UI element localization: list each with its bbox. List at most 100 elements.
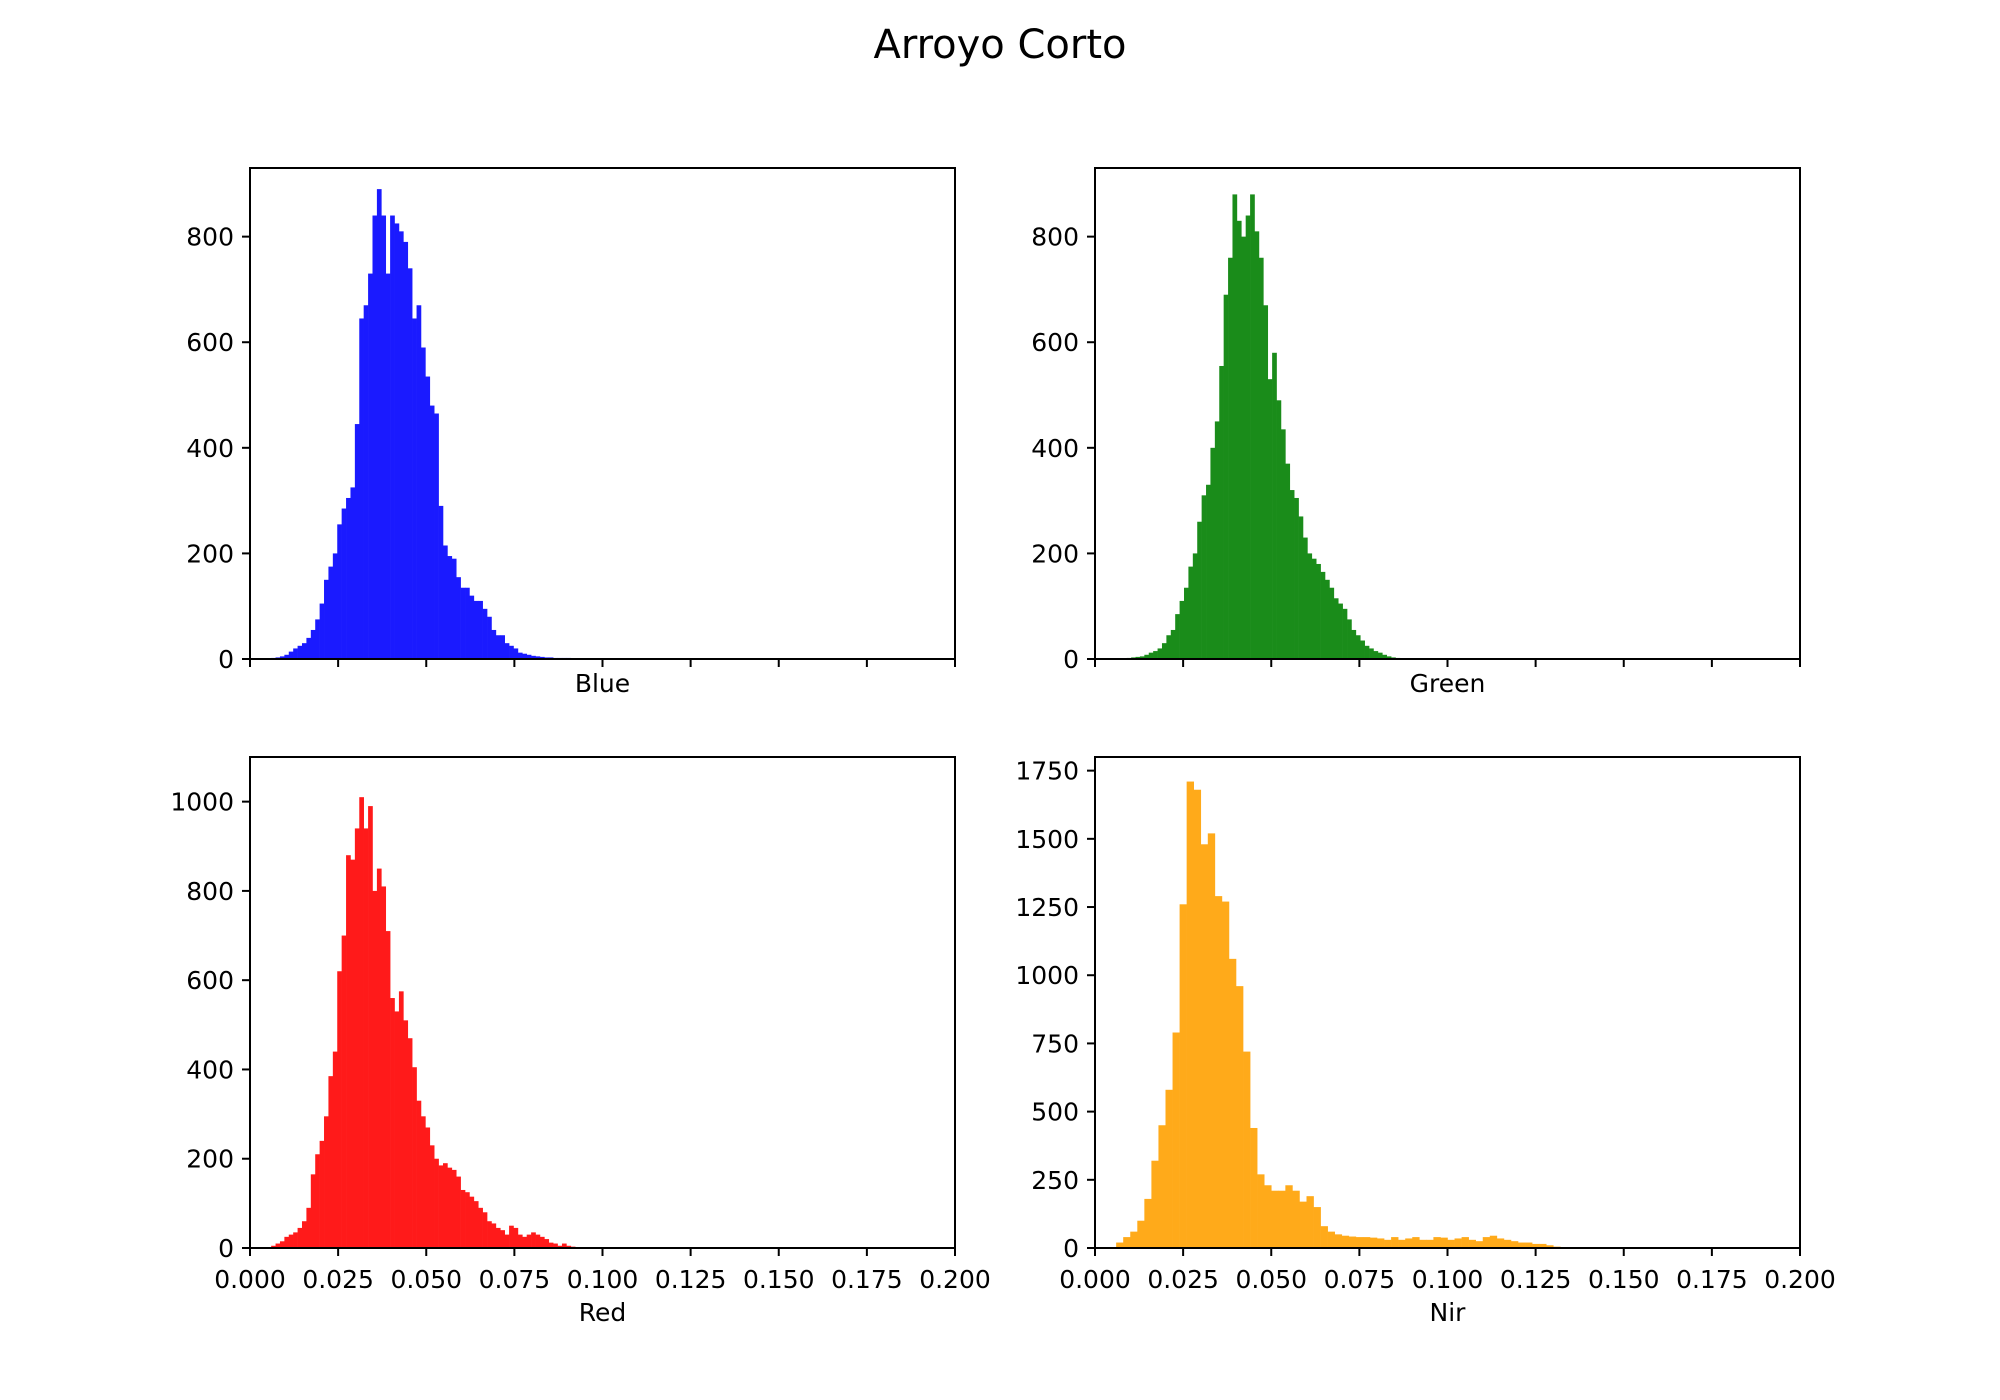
x-tick-label: 0.175 (831, 1265, 903, 1294)
bar (1276, 400, 1282, 659)
bar (1206, 484, 1211, 659)
bar (1207, 833, 1216, 1248)
bar (442, 545, 448, 659)
bar (482, 608, 488, 659)
bar (553, 1243, 558, 1248)
bar (456, 1176, 461, 1248)
bar (1166, 635, 1172, 659)
bar (372, 215, 378, 659)
bar (451, 1169, 457, 1248)
bar (368, 806, 373, 1248)
bar (354, 424, 360, 659)
bar (1179, 600, 1185, 659)
bar (385, 931, 391, 1248)
bar (310, 1174, 316, 1248)
x-tick-label: 0.150 (1588, 1265, 1660, 1294)
bar (279, 656, 285, 659)
bar (500, 1230, 505, 1248)
bar (416, 1100, 422, 1248)
bar (1419, 1239, 1427, 1248)
x-tick-label: 0.125 (1500, 1265, 1572, 1294)
bar (350, 487, 356, 659)
y-tick-label: 400 (1031, 434, 1079, 463)
bars-nir (1116, 781, 1582, 1248)
bar (1123, 1237, 1131, 1248)
bar (438, 505, 444, 659)
y-tick-label: 400 (186, 434, 234, 463)
bar (403, 1020, 409, 1248)
bar (390, 215, 395, 659)
bar (297, 645, 303, 659)
bar (359, 318, 364, 659)
bar (306, 637, 312, 659)
bar (398, 991, 404, 1248)
bar (517, 652, 523, 659)
bar (482, 1212, 488, 1248)
bar (561, 1243, 567, 1248)
y-tick-label: 1000 (170, 788, 234, 817)
bar (1313, 1207, 1321, 1248)
bar (434, 413, 439, 659)
bar (403, 241, 409, 659)
bar (1325, 579, 1330, 659)
bar (1214, 896, 1223, 1248)
bar (1214, 421, 1220, 659)
bar (460, 1189, 466, 1248)
bar (1278, 1190, 1286, 1248)
bar (376, 189, 382, 659)
x-tick-label: 0.025 (302, 1265, 374, 1294)
bar (539, 1236, 545, 1248)
bar (1398, 1239, 1406, 1248)
bar (447, 556, 453, 659)
bar (1362, 1237, 1371, 1248)
bar (284, 654, 290, 659)
bar (1489, 1235, 1498, 1248)
bar (1179, 904, 1187, 1248)
bar (548, 1242, 554, 1248)
bar (1135, 656, 1141, 659)
bar (1153, 651, 1158, 659)
y-tick-label: 200 (186, 1145, 234, 1174)
bar (1245, 215, 1251, 659)
bar (1347, 619, 1352, 659)
bar (407, 268, 413, 659)
bar (539, 656, 545, 659)
bar (1447, 1239, 1455, 1248)
x-tick-label: 0.200 (1764, 1265, 1836, 1294)
bar (1482, 1237, 1491, 1248)
bar (447, 1167, 453, 1248)
bar (324, 1116, 329, 1248)
bar (420, 347, 426, 659)
x-axis-label: Nir (1430, 1298, 1467, 1327)
bar (407, 1038, 413, 1248)
y-tick-label: 500 (1031, 1098, 1079, 1127)
y-tick-label: 200 (1031, 539, 1079, 568)
bar (1236, 986, 1244, 1248)
bar (315, 619, 320, 659)
bar (332, 1051, 338, 1248)
bar (531, 655, 536, 659)
bar (509, 645, 514, 659)
bar (1228, 958, 1237, 1248)
y-tick-label: 800 (1031, 223, 1079, 252)
y-tick-label: 800 (186, 877, 234, 906)
bar (522, 1236, 528, 1248)
bar (1546, 1245, 1554, 1248)
bar (398, 231, 404, 659)
bar (368, 273, 373, 659)
bar (412, 1067, 417, 1248)
bar (293, 1232, 298, 1248)
bar (1285, 463, 1291, 659)
bar (526, 1234, 532, 1248)
bar (451, 558, 457, 659)
bar (526, 654, 532, 659)
bar (425, 376, 431, 659)
x-tick-label: 0.100 (567, 1265, 639, 1294)
bar (1433, 1237, 1441, 1248)
bar (390, 998, 395, 1248)
bar (504, 1234, 510, 1248)
x-tick-label: 0.075 (1324, 1265, 1396, 1294)
bar (1369, 1237, 1378, 1248)
bar (1144, 1198, 1152, 1248)
bar (1468, 1239, 1476, 1248)
